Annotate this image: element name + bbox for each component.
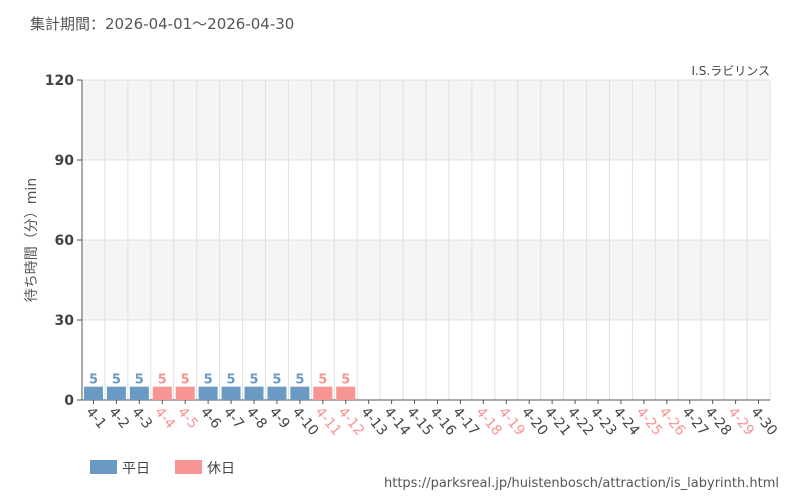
bar (106, 386, 126, 400)
bar (198, 386, 218, 400)
bar (83, 386, 103, 400)
y-tick-label: 60 (55, 233, 75, 249)
data-label: 5 (204, 373, 213, 388)
y-tick-label: 120 (45, 73, 74, 89)
y-tick-labels: 0 30 60 90 120 (45, 73, 74, 409)
data-label: 5 (135, 373, 144, 388)
x-tick-labels: 4-14-24-34-44-54-64-74-84-94-104-114-124… (82, 404, 780, 439)
data-label: 5 (318, 373, 327, 388)
x-tick-label: 4-8 (243, 404, 270, 432)
period-label: 集計期間：2026-04-01～2026-04-30 (30, 15, 294, 33)
x-tick-label: 4-2 (105, 404, 132, 432)
y-axis-label: 待ち時間（分）min (24, 178, 40, 302)
series-label: I.S.ラビリンス (691, 64, 770, 78)
legend-swatch-holiday (175, 460, 202, 474)
data-label: 5 (249, 373, 258, 388)
bar (267, 386, 287, 400)
bar (336, 386, 356, 400)
bar (175, 386, 195, 400)
data-label: 5 (112, 373, 121, 388)
axes (77, 79, 770, 404)
x-tick-label: 4-3 (128, 404, 155, 432)
legend-label-holiday: 休日 (207, 461, 235, 477)
legend-label-weekday: 平日 (122, 461, 150, 477)
data-label: 5 (181, 373, 190, 388)
source-url: https://parksreal.jp/huistenbosch/attrac… (384, 476, 779, 491)
data-label: 5 (295, 373, 304, 388)
legend: 平日 休日 (90, 460, 235, 477)
data-label: 5 (89, 373, 98, 388)
x-tick-label: 4-5 (174, 404, 201, 432)
x-tick-label: 4-6 (197, 404, 224, 432)
data-label: 5 (158, 373, 167, 388)
data-label: 5 (272, 373, 281, 388)
bar (313, 386, 333, 400)
bar (290, 386, 310, 400)
x-tick-label: 4-9 (266, 404, 293, 432)
bar (244, 386, 264, 400)
legend-swatch-weekday (90, 460, 117, 474)
y-tick-label: 90 (55, 153, 75, 169)
bars (83, 386, 356, 400)
bar (152, 386, 172, 400)
y-tick-label: 0 (64, 393, 74, 409)
data-label: 5 (227, 373, 236, 388)
x-tick-label: 4-7 (220, 404, 247, 432)
bar (221, 386, 241, 400)
data-label: 5 (341, 373, 350, 388)
x-tick-label: 4-1 (82, 404, 109, 432)
y-tick-label: 30 (55, 313, 75, 329)
bar (129, 386, 149, 400)
x-tick-label: 4-4 (151, 404, 178, 432)
